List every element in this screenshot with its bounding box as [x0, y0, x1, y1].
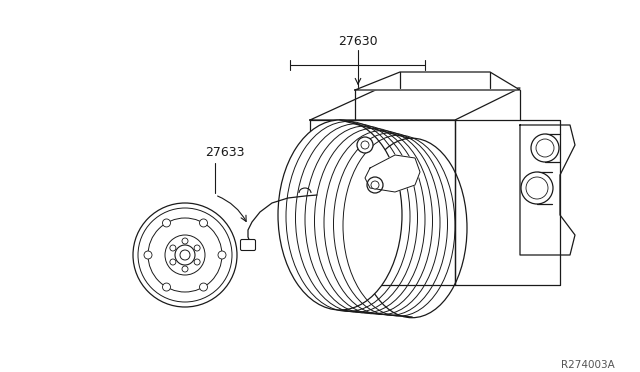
Circle shape [148, 218, 222, 292]
Polygon shape [310, 120, 455, 285]
FancyBboxPatch shape [241, 240, 255, 250]
Circle shape [361, 141, 369, 149]
Circle shape [357, 137, 373, 153]
Circle shape [170, 245, 176, 251]
Circle shape [175, 245, 195, 265]
Text: 27630: 27630 [338, 35, 378, 48]
Circle shape [200, 219, 207, 227]
Circle shape [163, 283, 170, 291]
Polygon shape [455, 120, 560, 285]
Polygon shape [520, 125, 575, 255]
Circle shape [536, 139, 554, 157]
Circle shape [182, 266, 188, 272]
Circle shape [138, 208, 232, 302]
Circle shape [170, 259, 176, 265]
Ellipse shape [278, 120, 402, 310]
Circle shape [218, 251, 226, 259]
Circle shape [367, 177, 383, 193]
Circle shape [165, 235, 205, 275]
Text: 27633: 27633 [205, 147, 244, 160]
Circle shape [180, 250, 190, 260]
Ellipse shape [357, 138, 467, 318]
Circle shape [526, 177, 548, 199]
Circle shape [163, 219, 170, 227]
Circle shape [371, 181, 379, 189]
Circle shape [200, 283, 207, 291]
Circle shape [133, 203, 237, 307]
Circle shape [144, 251, 152, 259]
Circle shape [182, 238, 188, 244]
Text: R274003A: R274003A [561, 360, 615, 370]
Polygon shape [310, 88, 520, 120]
Polygon shape [365, 155, 420, 192]
Polygon shape [355, 72, 520, 90]
Circle shape [531, 134, 559, 162]
Circle shape [194, 245, 200, 251]
Circle shape [194, 259, 200, 265]
Circle shape [521, 172, 553, 204]
